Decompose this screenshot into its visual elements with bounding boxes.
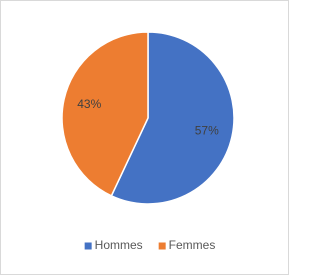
pie-slice — [110, 31, 235, 205]
legend-swatch — [158, 242, 166, 250]
data-label: 57% — [195, 123, 219, 137]
legend-label: Femmes — [169, 238, 216, 252]
chart: 57% 43% Hommes Femmes — [0, 0, 289, 275]
legend-swatch — [84, 242, 92, 250]
data-label: 43% — [77, 97, 101, 111]
pie-slice — [61, 31, 149, 197]
legend-label: Hommes — [95, 238, 143, 252]
